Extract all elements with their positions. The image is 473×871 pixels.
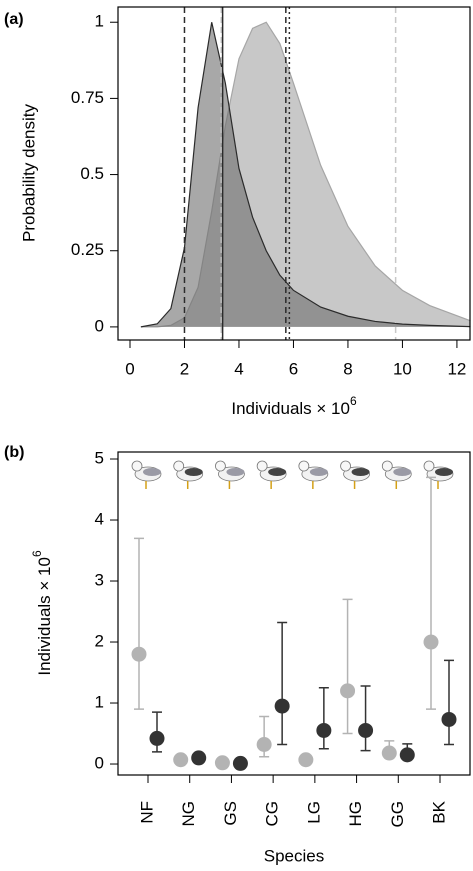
- y-tick-label: 0.75: [71, 88, 104, 107]
- x-tick-label: BK: [429, 800, 448, 823]
- bird-icon: [131, 460, 162, 489]
- bird-wing: [268, 468, 287, 476]
- bird-head: [298, 460, 310, 472]
- x-tick-label: 0: [125, 359, 134, 378]
- x-tick-label: 8: [343, 359, 352, 378]
- bird-wing: [226, 468, 245, 476]
- x-tick-label: LG: [304, 801, 323, 824]
- bird-head: [131, 460, 143, 472]
- bird-head: [173, 460, 185, 472]
- error-bar: [444, 659, 454, 746]
- y-axis-label-text: Individuals × 10: [35, 557, 54, 676]
- x-tick-label: HG: [346, 801, 365, 827]
- point: [298, 752, 314, 768]
- point: [191, 750, 207, 766]
- plot-frame: [117, 451, 471, 776]
- x-axis-label: Individuals × 106: [231, 394, 357, 418]
- point: [274, 698, 290, 714]
- point: [340, 683, 356, 699]
- y-axis-label-exponent: 6: [30, 550, 44, 557]
- bird-icon: [423, 460, 454, 489]
- error-bar: [342, 598, 353, 735]
- error-bar: [360, 685, 371, 752]
- point: [423, 634, 439, 650]
- bird-head: [256, 460, 268, 472]
- bird-icon: [298, 460, 329, 489]
- error-bar: [426, 476, 436, 710]
- bird-icon: [340, 460, 370, 489]
- x-tick-label: GS: [221, 801, 240, 826]
- point: [316, 722, 332, 738]
- plot-frame: [117, 6, 471, 341]
- point: [399, 747, 415, 763]
- bird-head: [215, 460, 226, 472]
- y-tick-label: 1: [95, 693, 104, 712]
- x-tick-label: CG: [263, 801, 282, 827]
- y-tick-label: 5: [95, 448, 104, 467]
- error-bar: [277, 621, 288, 746]
- x-tick-label: 2: [180, 359, 189, 378]
- point: [381, 745, 397, 761]
- point: [149, 730, 165, 746]
- bird-wing: [184, 468, 203, 476]
- y-tick-label: 0: [95, 754, 104, 773]
- y-tick-label: 1: [95, 12, 104, 31]
- bird-icon: [256, 460, 287, 489]
- panel-label: (a): [4, 11, 24, 28]
- y-tick-label: 0.25: [71, 240, 104, 259]
- bird-icon: [215, 460, 245, 489]
- bird-wing: [143, 468, 161, 476]
- bird-wing: [393, 468, 412, 476]
- y-tick-label: 0: [95, 316, 104, 335]
- x-axis-label-text: Individuals × 10: [231, 399, 350, 418]
- y-axis-label: Probability density: [19, 104, 38, 242]
- bird-wing: [309, 468, 328, 476]
- x-tick-label: GG: [388, 801, 407, 827]
- x-tick-label: NF: [137, 801, 156, 824]
- x-tick-label: 12: [447, 359, 466, 378]
- x-tick-label: 6: [289, 359, 298, 378]
- point: [131, 646, 147, 662]
- point: [173, 752, 189, 768]
- x-axis-label-exponent: 6: [350, 394, 357, 408]
- bird-head: [340, 460, 351, 472]
- y-axis-label: Individuals × 106: [30, 550, 54, 676]
- point: [214, 755, 230, 771]
- x-tick-label: 10: [393, 359, 412, 378]
- bird-wing: [435, 468, 453, 476]
- bird-icon: [381, 460, 412, 489]
- bird-wing: [351, 468, 370, 476]
- y-tick-label: 4: [95, 510, 104, 529]
- bird-head: [423, 460, 435, 472]
- error-bar: [318, 687, 329, 750]
- bird-icon: [173, 460, 204, 489]
- density-line: [140, 22, 471, 328]
- x-tick-label: 4: [234, 359, 243, 378]
- y-tick-label: 3: [95, 571, 104, 590]
- point: [232, 755, 248, 771]
- point: [441, 711, 457, 727]
- point: [358, 722, 374, 738]
- x-axis-label: Species: [264, 846, 324, 865]
- point: [256, 736, 272, 752]
- error-bar: [134, 537, 144, 710]
- y-tick-label: 2: [95, 632, 104, 651]
- x-tick-label: NG: [179, 801, 198, 827]
- y-tick-label: 0.5: [80, 164, 104, 183]
- bird-head: [381, 460, 393, 472]
- panel-label: (b): [4, 444, 24, 461]
